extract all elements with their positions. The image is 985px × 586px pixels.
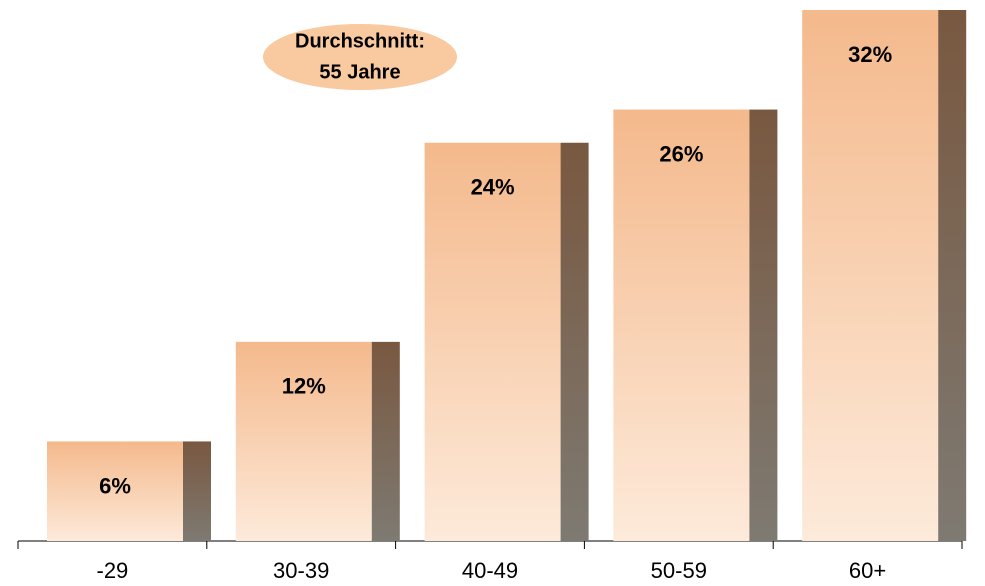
value-label: 26% [659, 141, 703, 166]
value-label: 12% [282, 374, 326, 399]
x-tick-label: 50-59 [651, 558, 707, 583]
bar [613, 109, 750, 541]
annotation-line: Durchschnitt: [295, 30, 425, 52]
x-tick-label: 60+ [849, 558, 886, 583]
annotation-line: 55 Jahre [319, 61, 400, 83]
x-tick-label: 40-49 [462, 558, 518, 583]
x-tick-label: -29 [97, 558, 129, 583]
bar-side [938, 10, 967, 541]
annotation-bubble [263, 24, 457, 90]
bar [47, 441, 183, 541]
bar [802, 10, 939, 541]
value-label: 6% [99, 473, 131, 498]
value-label: 24% [471, 175, 515, 200]
bar [235, 341, 372, 541]
bar [424, 142, 561, 541]
bar-side [560, 142, 589, 541]
bar-side [371, 341, 400, 541]
bar-side [183, 441, 211, 541]
bar-side [749, 109, 778, 541]
x-tick-label: 30-39 [273, 558, 329, 583]
value-label: 32% [848, 42, 892, 67]
